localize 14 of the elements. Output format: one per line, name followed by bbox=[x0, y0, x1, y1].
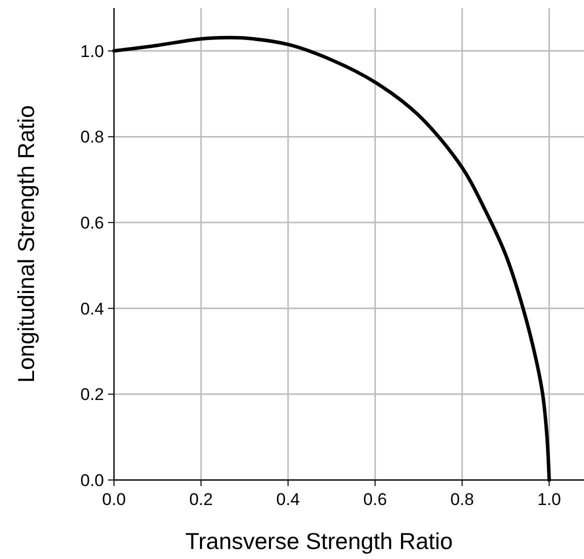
x-tick-label: 0.4 bbox=[276, 490, 300, 509]
y-axis-title: Longitudinal Strength Ratio bbox=[13, 105, 39, 383]
x-axis-title: Transverse Strength Ratio bbox=[185, 528, 453, 554]
x-tick-label: 0.0 bbox=[102, 490, 126, 509]
y-tick-label: 0.6 bbox=[80, 213, 104, 232]
y-tick-label: 0.2 bbox=[80, 385, 104, 404]
x-tick-label: 1.0 bbox=[537, 490, 562, 509]
y-tick-label: 0.0 bbox=[80, 470, 104, 490]
y-tick-label: 0.4 bbox=[80, 299, 104, 318]
x-tick-label: 0.8 bbox=[450, 490, 474, 509]
x-tick-label: 0.2 bbox=[189, 490, 213, 509]
x-tick-label: 0.6 bbox=[363, 490, 387, 509]
y-tick-label: 0.8 bbox=[80, 128, 104, 147]
y-tick-label: 1.0 bbox=[80, 42, 104, 61]
